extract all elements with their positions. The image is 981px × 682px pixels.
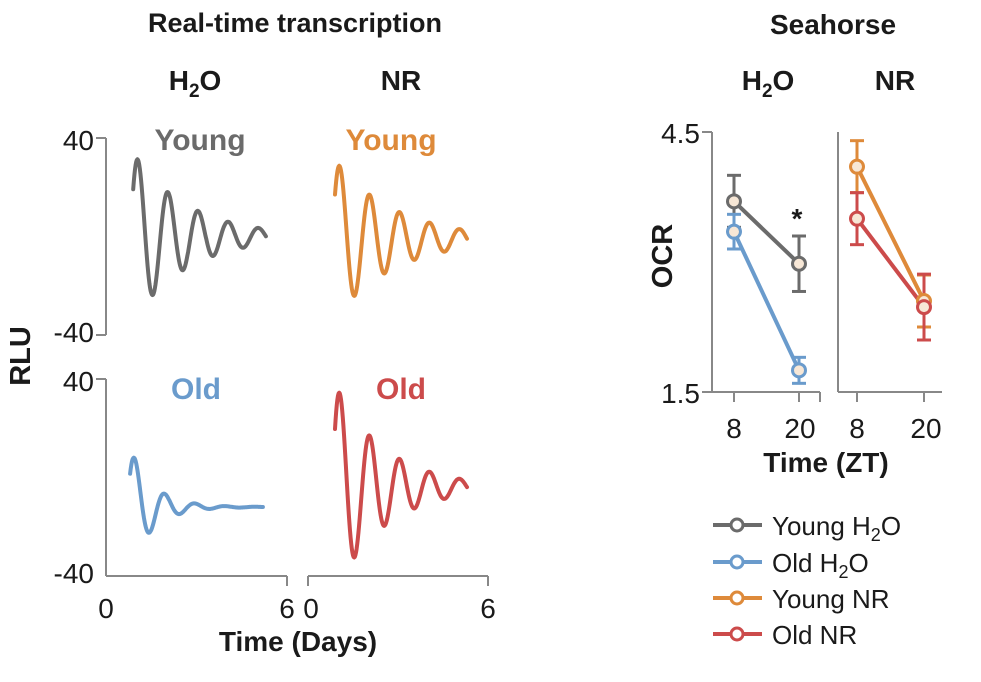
data-point [916, 299, 932, 316]
y-tick-label: -40 [54, 317, 94, 348]
left-col-h2o: H2O [169, 65, 222, 102]
series-line [732, 199, 801, 266]
legend-label: Young NR [772, 584, 890, 614]
x-tick-label: 20 [784, 413, 815, 444]
significance-star: * [792, 203, 803, 234]
series-line [732, 230, 801, 372]
right-x-axis-nr [837, 132, 942, 402]
right-xlabel: Time (ZT) [763, 447, 888, 478]
data-point [849, 158, 865, 175]
legend-label: Old H2O [772, 548, 869, 582]
panel-label-young-nr: Young [345, 124, 436, 157]
trace-line [131, 157, 268, 298]
legend-item-old-nr: Old NR [713, 620, 857, 650]
y-tick-label: 40 [63, 125, 94, 156]
left-y-axis-top [96, 137, 107, 336]
x-tick-label: 8 [726, 413, 742, 444]
x-tick-label: 6 [279, 593, 295, 624]
left-col-nr: NR [381, 65, 421, 96]
data-point [849, 210, 865, 227]
left-y-axis-bottom [96, 378, 107, 576]
trace-line [333, 163, 469, 298]
legend-item-young-h2o: Young H2O [713, 511, 901, 545]
right-ylabel: OCR [647, 224, 679, 289]
series-line [855, 165, 926, 302]
x-tick-label: 20 [910, 413, 941, 444]
data-point [726, 193, 742, 210]
y-tick-label: -40 [54, 558, 94, 589]
legend: Young H2O Old H2O Young NR Old NR [713, 511, 901, 650]
legend-item-young-nr: Young NR [713, 584, 890, 614]
right-x-axis-h2o [712, 391, 821, 402]
y-tick-label: 1.5 [661, 378, 700, 409]
data-point [791, 255, 807, 272]
x-tick-label: 0 [98, 593, 114, 624]
left-xlabel: Time (Days) [219, 626, 377, 657]
data-point [791, 362, 807, 379]
right-col-nr: NR [875, 65, 915, 96]
legend-label: Old NR [772, 620, 857, 650]
seahorse-layer [726, 139, 932, 385]
trace-line [128, 455, 265, 535]
panel-label-young-h2o: Young [154, 124, 245, 157]
x-tick-label: 0 [303, 593, 319, 624]
right-y-axis [702, 131, 713, 393]
left-title: Real-time transcription [148, 8, 442, 38]
panel-label-old-h2o: Old [171, 373, 221, 406]
trace-layer [128, 157, 469, 560]
x-tick-label: 6 [480, 593, 496, 624]
data-point [726, 223, 742, 240]
legend-item-old-h2o: Old H2O [713, 548, 869, 582]
trace-line [333, 390, 469, 560]
left-ylabel: RLU [5, 326, 37, 386]
right-title: Seahorse [770, 9, 896, 40]
x-tick-label: 8 [849, 413, 865, 444]
series-line [855, 217, 926, 309]
panel-label-old-nr: Old [376, 373, 426, 406]
right-col-h2o: H2O [742, 65, 795, 102]
y-tick-label: 4.5 [661, 118, 700, 149]
legend-label: Young H2O [772, 511, 901, 545]
left-x-axis-nr [307, 575, 489, 586]
y-tick-label: 40 [63, 366, 94, 397]
left-x-axis-h2o [106, 575, 288, 586]
